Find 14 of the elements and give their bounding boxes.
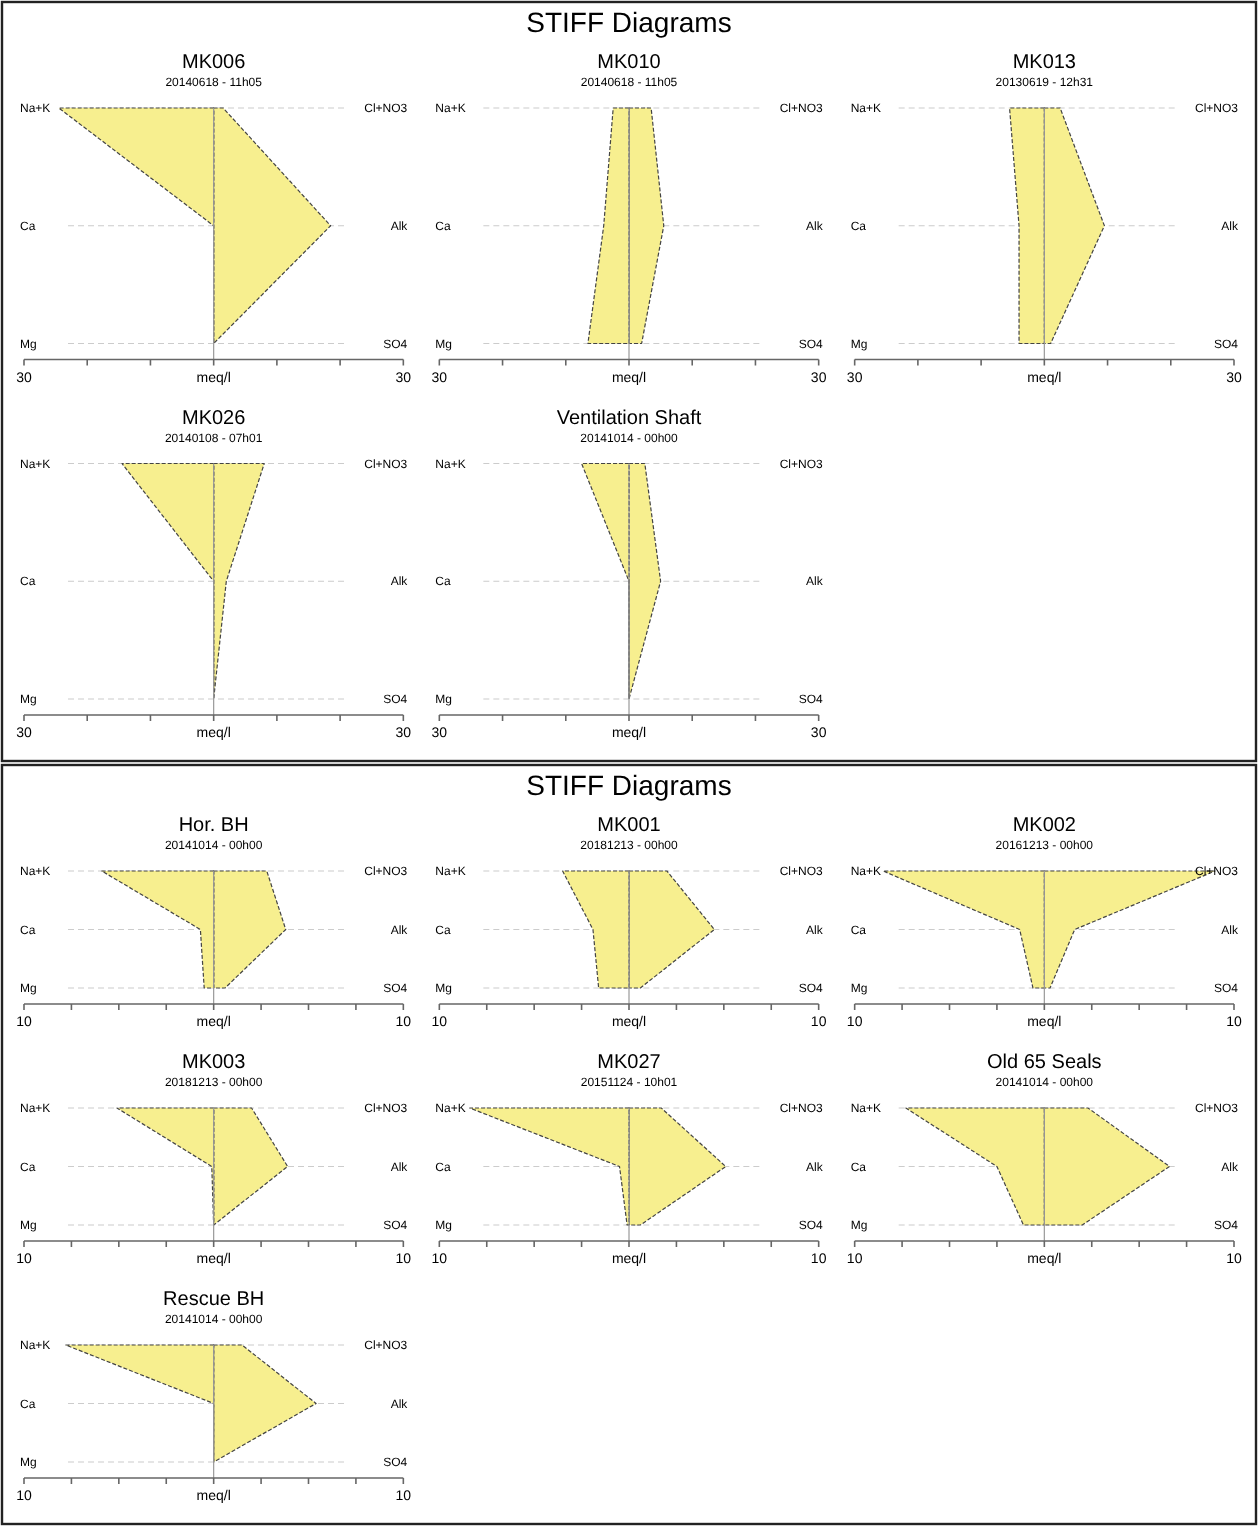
text: STIFF Diagrams [526,6,732,38]
chart-title: Rescue BH [163,1289,265,1311]
chart-title: Old 65 Seals [987,1052,1102,1074]
chart-title: MK002 [1012,815,1077,837]
chart-title: MK006 [181,52,247,74]
chart-title: MK010 [597,52,662,74]
chart-title: Ventilation Shaft [556,407,702,430]
chart-title: MK027 [597,1052,662,1074]
chart-title: Hor. BH [178,815,249,837]
chart-title: MK003 [181,1052,247,1074]
chart-title: MK026 [181,407,247,430]
chart-title: MK001 [597,815,662,837]
text: STIFF Diagrams [526,769,732,801]
chart-title: MK013 [1012,52,1077,74]
